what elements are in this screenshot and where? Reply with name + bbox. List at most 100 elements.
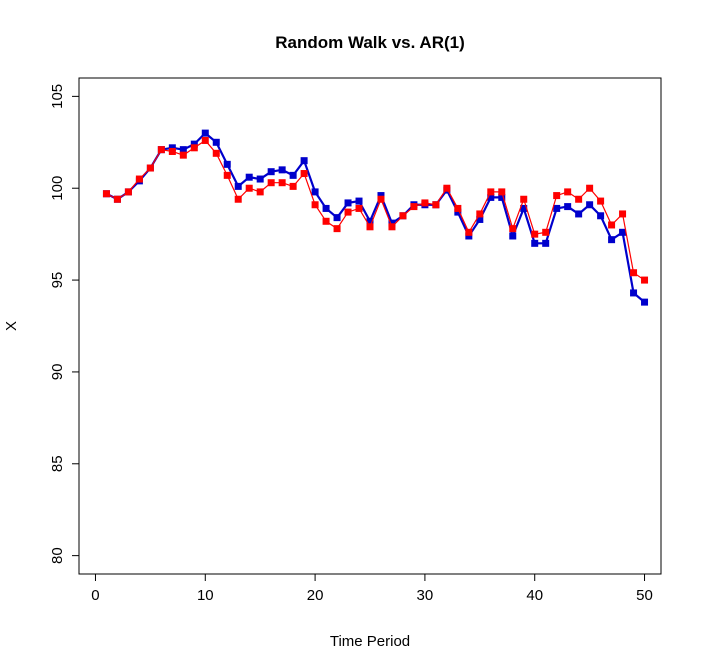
x-axis: 0 10 20 30 40 50 — [91, 574, 653, 604]
data-point — [542, 239, 550, 247]
data-point — [520, 204, 528, 212]
data-point — [432, 201, 440, 209]
data-point — [575, 210, 583, 218]
data-point — [465, 228, 473, 236]
y-tick-label: 85 — [49, 455, 66, 472]
data-point — [267, 168, 275, 176]
y-tick-label: 80 — [49, 547, 66, 564]
y-tick-label: 100 — [49, 176, 66, 201]
data-point — [454, 208, 462, 216]
data-point — [289, 182, 297, 190]
data-point — [553, 204, 561, 212]
data-point — [311, 188, 319, 196]
data-point — [344, 199, 352, 207]
data-point — [443, 184, 451, 192]
data-point — [344, 208, 352, 216]
data-point — [278, 166, 286, 174]
data-point — [487, 193, 495, 201]
data-point — [641, 298, 649, 306]
data-point — [201, 136, 209, 144]
data-point — [520, 195, 528, 203]
data-point — [476, 215, 484, 223]
data-point — [135, 175, 143, 183]
data-point — [531, 239, 539, 247]
data-point — [377, 195, 385, 203]
data-point — [410, 203, 418, 211]
data-point — [597, 197, 605, 205]
y-tick-label: 90 — [49, 364, 66, 381]
data-point — [234, 182, 242, 190]
data-point — [399, 212, 407, 220]
data-point — [355, 204, 363, 212]
y-tick-label: 95 — [49, 272, 66, 289]
data-point — [630, 289, 638, 297]
data-point — [223, 160, 231, 168]
data-point — [168, 144, 176, 152]
data-point — [531, 230, 539, 238]
data-point — [256, 188, 264, 196]
data-point — [157, 146, 165, 154]
data-point — [146, 164, 154, 172]
data-point — [421, 199, 429, 207]
data-point — [608, 236, 616, 244]
data-point — [267, 179, 275, 187]
data-point — [102, 190, 110, 198]
x-tick-label: 50 — [636, 587, 653, 604]
data-point — [564, 188, 572, 196]
data-point — [190, 144, 198, 152]
data-point — [179, 146, 187, 154]
data-point — [179, 151, 187, 159]
data-point — [113, 195, 121, 203]
data-point — [377, 192, 385, 200]
data-point — [333, 225, 341, 233]
x-axis-label: Time Period — [330, 633, 410, 650]
data-point — [322, 204, 330, 212]
x-tick-label: 30 — [417, 587, 434, 604]
data-point — [355, 197, 363, 205]
data-point — [168, 147, 176, 155]
data-point — [388, 223, 396, 231]
data-point — [498, 193, 506, 201]
data-point — [245, 173, 253, 181]
data-point — [553, 192, 561, 200]
data-point — [322, 217, 330, 225]
data-point — [190, 140, 198, 148]
data-point — [586, 201, 594, 209]
data-point — [278, 179, 286, 187]
data-point — [487, 188, 495, 196]
data-point — [509, 225, 517, 233]
data-point — [630, 269, 638, 277]
data-point — [212, 149, 220, 157]
data-point — [212, 138, 220, 146]
data-point — [201, 129, 209, 137]
data-point — [498, 188, 506, 196]
data-point — [542, 228, 550, 236]
data-point — [366, 217, 374, 225]
data-point — [575, 195, 583, 203]
x-tick-label: 40 — [526, 587, 543, 604]
data-point — [619, 210, 627, 218]
data-point — [641, 276, 649, 284]
data-point — [465, 232, 473, 240]
data-point — [245, 184, 253, 192]
data-point — [300, 157, 308, 165]
data-point — [223, 171, 231, 179]
x-tick-label: 10 — [197, 587, 214, 604]
data-point — [311, 201, 319, 209]
data-point — [388, 219, 396, 227]
data-point — [124, 188, 132, 196]
data-point — [586, 184, 594, 192]
series-line — [105, 131, 646, 303]
data-point — [476, 210, 484, 218]
chart-title: Random Walk vs. AR(1) — [275, 33, 465, 52]
data-point — [509, 232, 517, 240]
data-point — [300, 170, 308, 178]
y-axis: 80 85 90 95 100 105 — [49, 84, 79, 564]
x-tick-label: 0 — [91, 587, 99, 604]
data-point — [333, 214, 341, 222]
y-axis-label: X — [3, 321, 20, 331]
data-point — [608, 221, 616, 229]
data-point — [256, 175, 264, 183]
series-2 — [102, 136, 649, 284]
